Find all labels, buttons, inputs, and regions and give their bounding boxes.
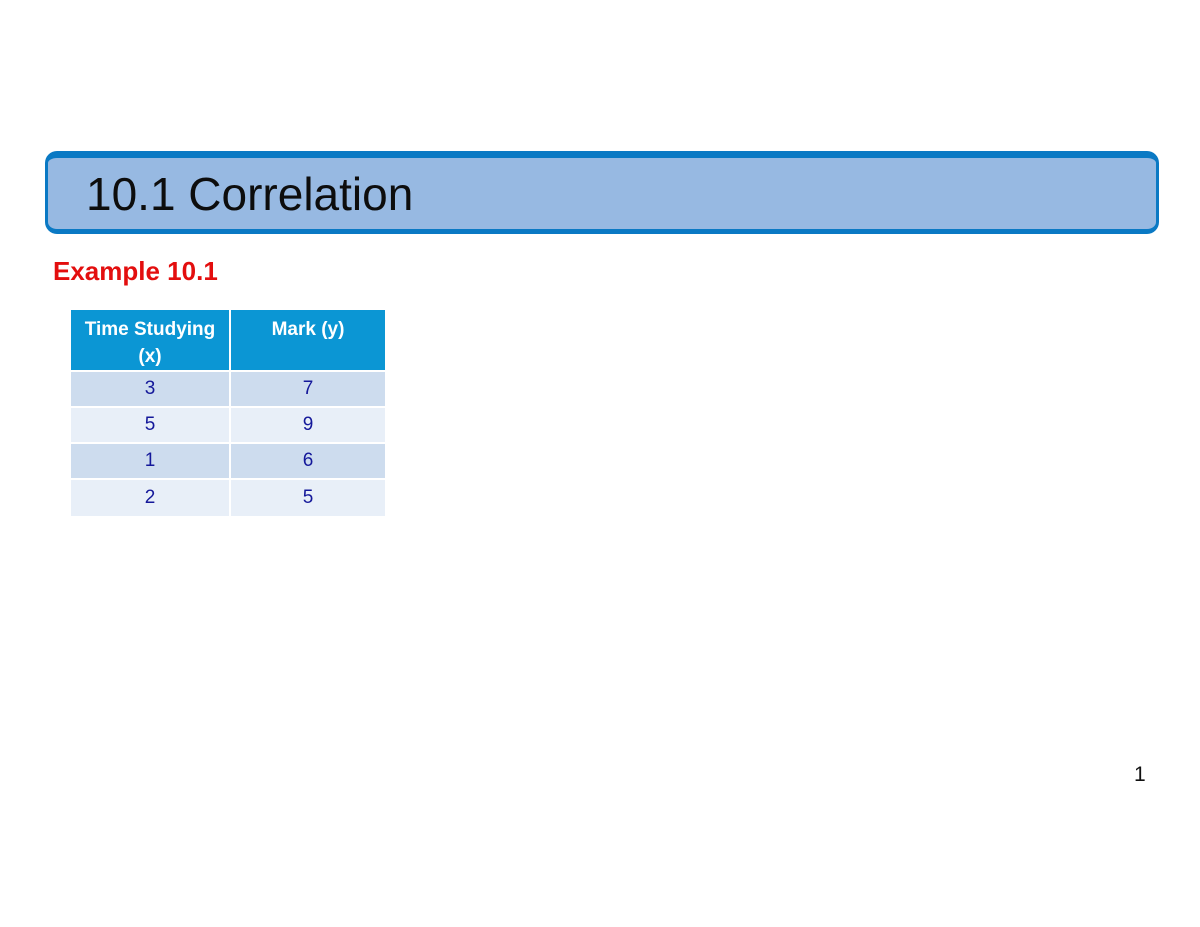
cell-mark: 6 xyxy=(231,444,385,480)
table-header-row: Time Studying (x) Mark (y) xyxy=(71,310,385,372)
column-header-time-studying: Time Studying (x) xyxy=(71,310,231,372)
cell-mark: 7 xyxy=(231,372,385,408)
table-row: 5 9 xyxy=(71,408,385,444)
table-row: 3 7 xyxy=(71,372,385,408)
cell-time-studying: 2 xyxy=(71,480,231,516)
column-header-mark: Mark (y) xyxy=(231,310,385,372)
table-row: 2 5 xyxy=(71,480,385,516)
example-label: Example 10.1 xyxy=(53,256,218,286)
table-row: 1 6 xyxy=(71,444,385,480)
cell-mark: 5 xyxy=(231,480,385,516)
cell-time-studying: 5 xyxy=(71,408,231,444)
page-number: 1 xyxy=(1134,763,1146,786)
title-banner: 10.1 Correlation xyxy=(45,151,1159,234)
cell-time-studying: 3 xyxy=(71,372,231,408)
cell-mark: 9 xyxy=(231,408,385,444)
slide-title: 10.1 Correlation xyxy=(86,168,414,220)
cell-time-studying: 1 xyxy=(71,444,231,480)
data-table: Time Studying (x) Mark (y) 3 7 5 9 1 6 2… xyxy=(71,310,385,516)
